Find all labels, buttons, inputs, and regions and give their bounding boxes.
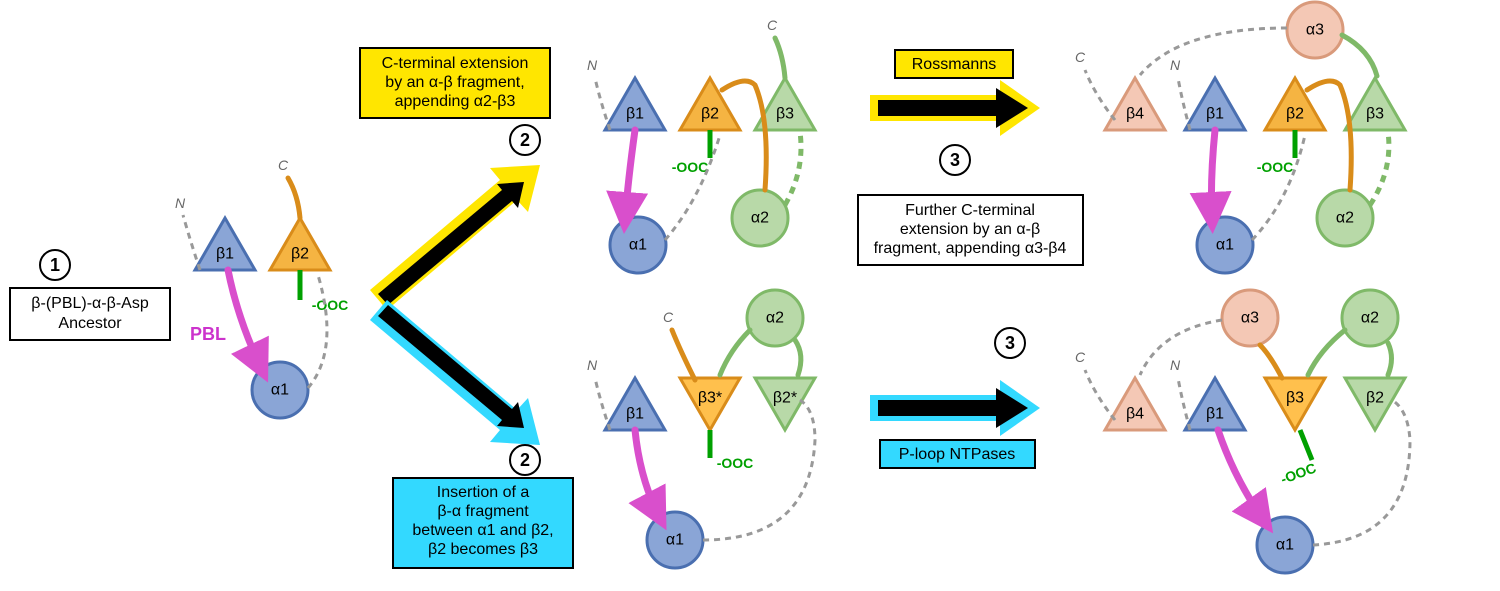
svg-text:α3: α3 (1241, 310, 1259, 327)
svg-text:β3: β3 (1366, 106, 1384, 123)
svg-text:-OOC: -OOC (1257, 159, 1294, 175)
cyan-box: Insertion of a β-α fragment between α1 a… (393, 445, 573, 568)
svg-text:N: N (587, 357, 598, 373)
svg-text:2: 2 (520, 450, 530, 470)
svg-text:-OOC: -OOC (717, 455, 754, 471)
arrow-up (370, 165, 540, 310)
right-top-cluster: β4 β1 β2 β3 α1 α2 α3 N -OOC C (1075, 2, 1405, 273)
svg-text:β2: β2 (1366, 390, 1384, 407)
svg-text:α1: α1 (1276, 537, 1294, 554)
svg-text:α1: α1 (271, 382, 289, 399)
svg-text:C-terminal extension: C-terminal extension (382, 55, 529, 72)
svg-text:α2: α2 (766, 310, 784, 327)
svg-text:P-loop NTPases: P-loop NTPases (899, 446, 1016, 463)
ancestor-cluster: 1 β-(PBL)-α-β-Asp Ancestor β1 β2 α1 N C … (10, 157, 348, 418)
svg-text:β1: β1 (1206, 406, 1224, 423)
svg-text:α2: α2 (751, 210, 769, 227)
svg-text:C: C (663, 309, 674, 325)
svg-text:C: C (278, 157, 289, 173)
svg-text:between α1 and β2,: between α1 and β2, (412, 522, 553, 539)
svg-text:α1: α1 (666, 532, 684, 549)
ancestor-l1: β-(PBL)-α-β-Asp (31, 295, 149, 312)
mid-top-cluster: β1 β2 β3 α1 α2 N -OOC C (587, 17, 815, 273)
svg-text:β2: β2 (701, 106, 719, 123)
ancestor-l2: Ancestor (58, 315, 122, 332)
svg-text:β2: β2 (291, 246, 309, 263)
svg-text:β-α fragment: β-α fragment (437, 503, 529, 520)
svg-text:β1: β1 (216, 246, 234, 263)
svg-text:β1: β1 (626, 106, 644, 123)
svg-text:C: C (767, 17, 778, 33)
svg-text:-OOC: -OOC (312, 297, 349, 313)
svg-text:β2 becomes β3: β2 becomes β3 (428, 541, 538, 558)
h-arrow-top (870, 80, 1040, 136)
svg-text:β4: β4 (1126, 406, 1144, 423)
svg-text:extension by an α-β: extension by an α-β (900, 221, 1040, 238)
h-arrow-bottom (870, 380, 1040, 436)
svg-text:β3: β3 (1286, 390, 1304, 407)
svg-text:Rossmanns: Rossmanns (912, 56, 996, 73)
step-1-num: 1 (50, 255, 60, 275)
svg-text:2: 2 (520, 130, 530, 150)
svg-text:α1: α1 (1216, 237, 1234, 254)
yellow-box: C-terminal extension by an α-β fragment,… (360, 48, 550, 155)
svg-text:C: C (1075, 49, 1086, 65)
svg-text:N: N (587, 57, 598, 73)
svg-text:3: 3 (1005, 333, 1015, 353)
mid-bottom-cluster: β1 β3* β2* α1 α2 N -OOC C (587, 290, 815, 568)
svg-text:appending α2-β3: appending α2-β3 (395, 93, 516, 110)
svg-text:3: 3 (950, 150, 960, 170)
svg-text:α1: α1 (629, 237, 647, 254)
svg-text:β4: β4 (1126, 106, 1144, 123)
arrow-down (370, 300, 540, 445)
svg-text:β2*: β2* (773, 390, 797, 407)
svg-text:by an α-β fragment,: by an α-β fragment, (385, 74, 524, 91)
svg-text:-OOC: -OOC (1278, 460, 1318, 488)
svg-text:N: N (1170, 357, 1181, 373)
ancestor-pbl (228, 270, 262, 370)
svg-text:β1: β1 (1206, 106, 1224, 123)
svg-text:β2: β2 (1286, 106, 1304, 123)
svg-text:N: N (175, 195, 186, 211)
svg-text:α2: α2 (1361, 310, 1379, 327)
svg-text:-OOC: -OOC (672, 159, 709, 175)
svg-text:β1: β1 (626, 406, 644, 423)
svg-text:β3: β3 (776, 106, 794, 123)
svg-text:β3*: β3* (698, 390, 722, 407)
svg-text:C: C (1075, 349, 1086, 365)
svg-text:PBL: PBL (190, 324, 226, 344)
diagram-canvas: 1 β-(PBL)-α-β-Asp Ancestor β1 β2 α1 N C … (0, 0, 1500, 591)
svg-text:Further C-terminal: Further C-terminal (905, 202, 1035, 219)
svg-text:α3: α3 (1306, 22, 1324, 39)
svg-text:Insertion of a: Insertion of a (437, 484, 530, 501)
right-bottom-cluster: β4 β1 β3 β2 α1 α3 α2 N -OOC C (1075, 290, 1410, 573)
svg-text:α2: α2 (1336, 210, 1354, 227)
svg-text:fragment, appending α3-β4: fragment, appending α3-β4 (874, 240, 1067, 257)
svg-text:N: N (1170, 57, 1181, 73)
